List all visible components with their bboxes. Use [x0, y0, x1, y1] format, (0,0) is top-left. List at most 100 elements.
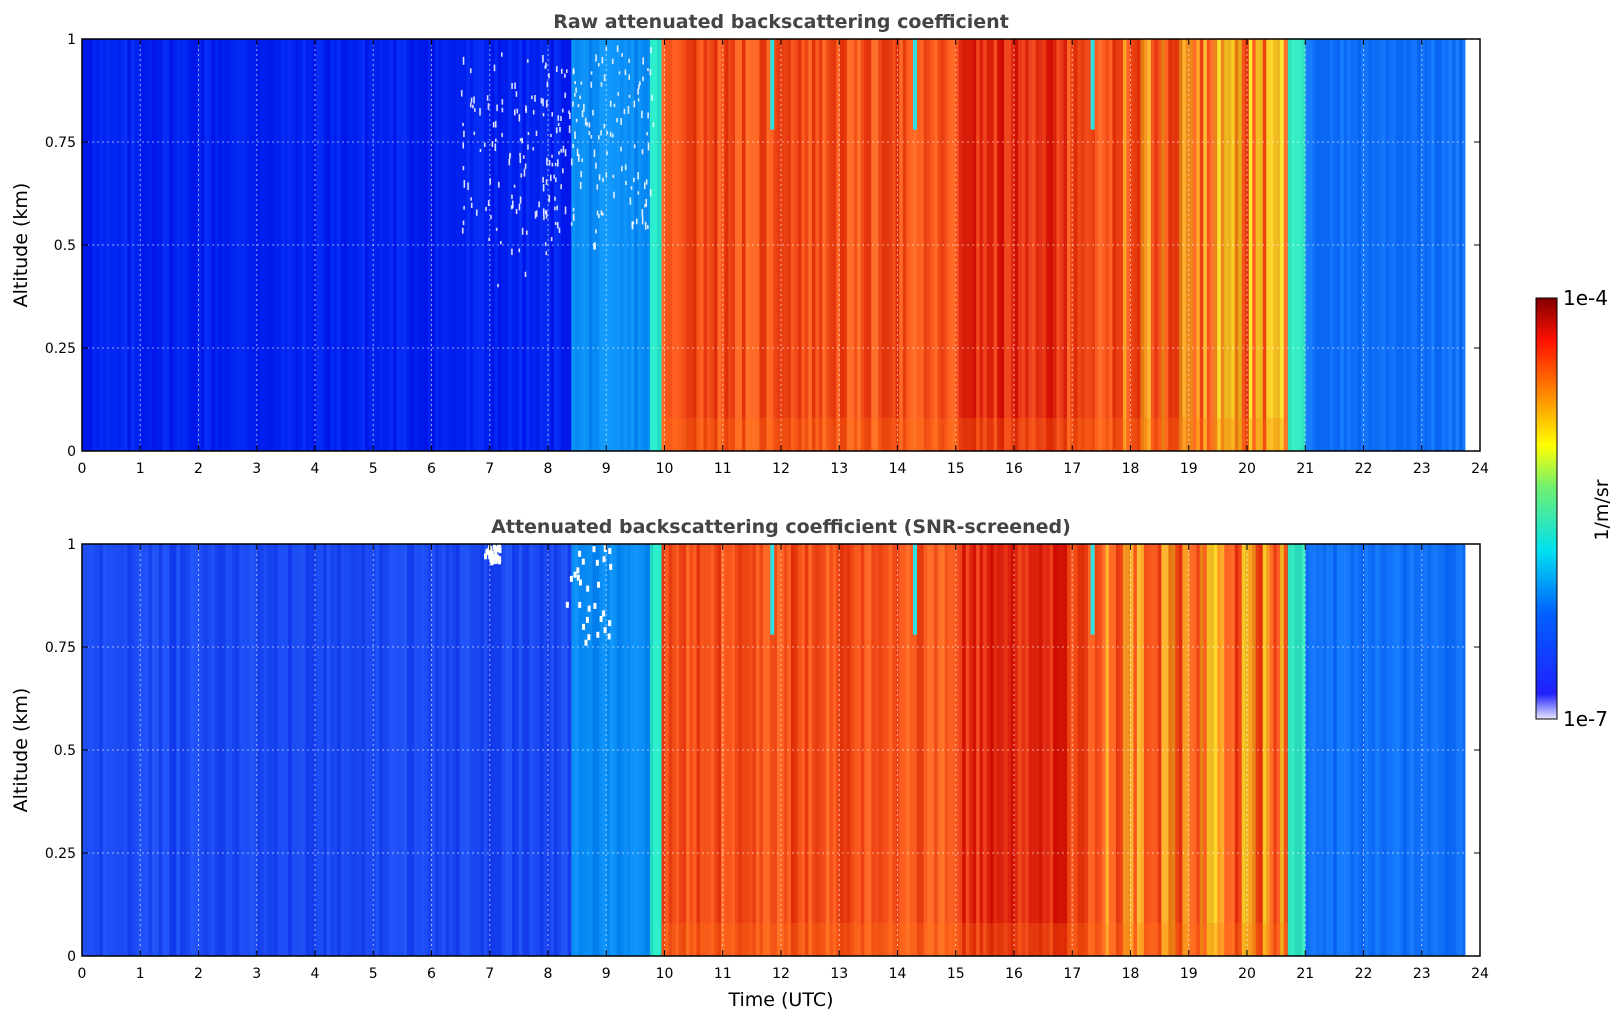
heatmap-column: [1129, 544, 1135, 956]
heatmap-column: [144, 544, 150, 956]
noise-speck: [573, 69, 575, 74]
heatmap-column: [649, 544, 655, 956]
heatmap-column: [1364, 39, 1369, 451]
heatmap-column: [822, 39, 827, 451]
heatmap-column: [323, 544, 328, 956]
heatmap-column: [599, 544, 604, 956]
heatmap-column: [1189, 39, 1194, 451]
noise-speck: [570, 158, 573, 166]
heatmap-column: [1343, 39, 1348, 451]
noise-speck: [479, 148, 482, 153]
heatmap-column: [1213, 544, 1218, 956]
noise-speck: [470, 197, 472, 201]
heatmap-column: [660, 39, 663, 451]
heatmap-column: [1112, 544, 1117, 956]
heatmap-column: [937, 544, 942, 956]
cloud-gap: [770, 544, 775, 635]
heatmap-column: [682, 39, 687, 451]
heatmap-column: [172, 39, 177, 451]
heatmap-column: [567, 39, 572, 451]
heatmap-column: [738, 39, 743, 451]
heatmap-column: [1018, 39, 1023, 451]
masked-pixel: [593, 602, 597, 609]
masked-pixel: [492, 544, 496, 551]
heatmap-column: [179, 39, 184, 451]
heatmap-column: [934, 544, 939, 956]
noise-speck: [492, 122, 495, 128]
heatmap-column: [469, 544, 475, 956]
heatmap-column: [794, 544, 799, 956]
noise-speck: [638, 84, 640, 90]
heatmap-column: [1413, 39, 1418, 451]
noise-speck: [527, 132, 530, 136]
heatmap-column: [578, 39, 583, 451]
heatmap-column: [613, 544, 618, 956]
noise-speck: [621, 165, 623, 172]
noise-speck: [493, 64, 496, 72]
heatmap-column: [483, 39, 489, 451]
heatmap-column: [927, 39, 932, 451]
heatmap-column: [703, 544, 708, 956]
heatmap-column: [1283, 544, 1288, 956]
noise-speck: [555, 66, 558, 73]
heatmap-column: [1287, 544, 1292, 956]
heatmap-column: [1049, 39, 1054, 451]
noise-speck: [462, 142, 465, 149]
heatmap-column: [1063, 544, 1068, 956]
heatmap-column: [337, 39, 342, 451]
x-tick-label: 3: [252, 461, 261, 477]
heatmap-column: [1354, 544, 1359, 956]
heatmap-column: [389, 39, 394, 451]
noise-speck: [628, 94, 631, 98]
heatmap-column: [158, 544, 163, 956]
heatmap-column: [134, 544, 139, 956]
noise-speck: [602, 177, 604, 182]
noise-speck: [494, 143, 497, 152]
heatmap-column: [1273, 39, 1278, 451]
heatmap-column: [1133, 544, 1138, 956]
heatmap-column: [948, 544, 953, 956]
heatmap-column: [843, 544, 848, 956]
heatmap-column: [99, 39, 104, 451]
heatmap-column: [284, 39, 289, 451]
heatmap-column: [539, 39, 544, 451]
heatmap-column: [1333, 39, 1338, 451]
noise-speck: [501, 107, 504, 113]
y-tick-label: 0: [67, 949, 76, 965]
heatmap-column: [773, 544, 778, 956]
heatmap-column: [1438, 544, 1443, 956]
x-tick-label: 17: [1063, 966, 1081, 982]
noise-speck: [647, 142, 650, 151]
noise-speck: [593, 149, 596, 158]
heatmap-column: [1157, 544, 1162, 956]
heatmap-column: [707, 39, 712, 451]
heatmap-column: [864, 544, 869, 956]
heatmap-column: [818, 39, 823, 451]
x-tick-label: 23: [1413, 966, 1431, 982]
y-tick-label: 0.75: [45, 640, 76, 656]
heatmap-column: [1448, 39, 1453, 451]
heatmap-column: [668, 544, 673, 956]
heatmap-column: [1452, 544, 1457, 956]
noise-speck: [488, 237, 490, 242]
noise-speck: [535, 130, 538, 137]
cloud-gap: [912, 39, 917, 130]
heatmap-column: [613, 39, 618, 451]
heatmap-column: [452, 544, 457, 956]
heatmap-column: [1389, 39, 1394, 451]
heatmap-column: [1101, 544, 1107, 956]
heatmap-column: [288, 544, 293, 956]
heatmap-column: [899, 39, 904, 451]
noise-speck: [593, 242, 595, 250]
noise-speck: [519, 152, 521, 157]
noise-speck: [544, 209, 547, 215]
heatmap-column: [1392, 39, 1397, 451]
heatmap-column: [553, 544, 558, 956]
heatmap-column: [672, 39, 677, 451]
x-tick-label: 10: [656, 966, 674, 982]
x-tick-label: 24: [1471, 461, 1489, 477]
heatmap-column: [1077, 39, 1082, 451]
noise-speck: [572, 101, 574, 107]
heatmap-column: [508, 39, 513, 451]
